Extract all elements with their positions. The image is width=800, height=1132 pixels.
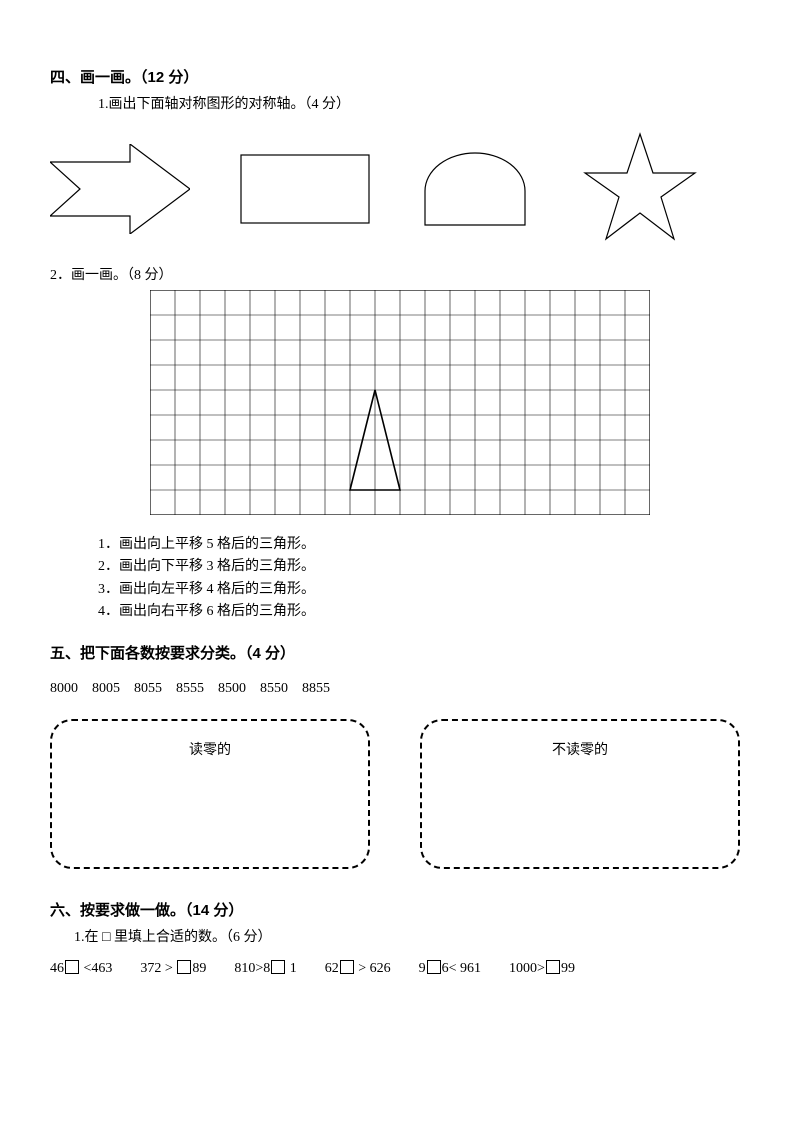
section5-title: 五、把下面各数按要求分类。（4 分） <box>50 642 750 663</box>
fill-item: 96< 961 <box>419 960 481 977</box>
section4-q2: 2．画一画。（8 分） <box>50 264 750 284</box>
blank-box[interactable] <box>546 960 560 974</box>
rectangle-shape <box>240 154 370 224</box>
shapes-row <box>50 131 750 246</box>
arch-shape <box>420 151 530 226</box>
blank-box[interactable] <box>427 960 441 974</box>
section4-title: 四、画一画。（12 分） <box>50 66 750 87</box>
blank-box[interactable] <box>340 960 354 974</box>
section5-numbers: 8000 8005 8055 8555 8500 8550 8855 <box>50 677 750 697</box>
task-item: 3．画出向左平移 4 格后的三角形。 <box>98 579 750 601</box>
page: 四、画一画。（12 分） 1.画出下面轴对称图形的对称轴。（4 分） 2．画一画… <box>0 0 800 1017</box>
blank-box[interactable] <box>65 960 79 974</box>
box-read-zero: 读零的 <box>50 719 370 869</box>
arrow-shape <box>50 144 190 234</box>
section6-q1: 1.在 □ 里填上合适的数。（6 分） <box>74 926 750 946</box>
fill-item: 46 <463 <box>50 960 112 977</box>
blank-box[interactable] <box>177 960 191 974</box>
classification-boxes: 读零的 不读零的 <box>50 719 750 869</box>
grid-svg <box>150 290 650 515</box>
box-right-label: 不读零的 <box>552 743 608 758</box>
fill-item: 810>8 1 <box>234 960 296 977</box>
star-shape <box>580 131 700 246</box>
fill-item: 1000>99 <box>509 960 575 977</box>
blank-box[interactable] <box>271 960 285 974</box>
grid-wrap <box>50 290 750 520</box>
task-item: 4．画出向右平移 6 格后的三角形。 <box>98 601 750 623</box>
fill-item: 372 > 89 <box>140 960 206 977</box>
section4-tasks: 1．画出向上平移 5 格后的三角形。 2．画出向下平移 3 格后的三角形。 3．… <box>98 534 750 624</box>
section4-q1: 1.画出下面轴对称图形的对称轴。（4 分） <box>98 93 750 113</box>
section6-title: 六、按要求做一做。（14 分） <box>50 899 750 920</box>
box-left-label: 读零的 <box>189 743 231 758</box>
box-no-read-zero: 不读零的 <box>420 719 740 869</box>
task-item: 1．画出向上平移 5 格后的三角形。 <box>98 534 750 556</box>
fill-row: 46 <463 372 > 89 810>8 1 62 > 626 96< 96… <box>50 960 750 977</box>
fill-item: 62 > 626 <box>325 960 391 977</box>
task-item: 2．画出向下平移 3 格后的三角形。 <box>98 556 750 578</box>
